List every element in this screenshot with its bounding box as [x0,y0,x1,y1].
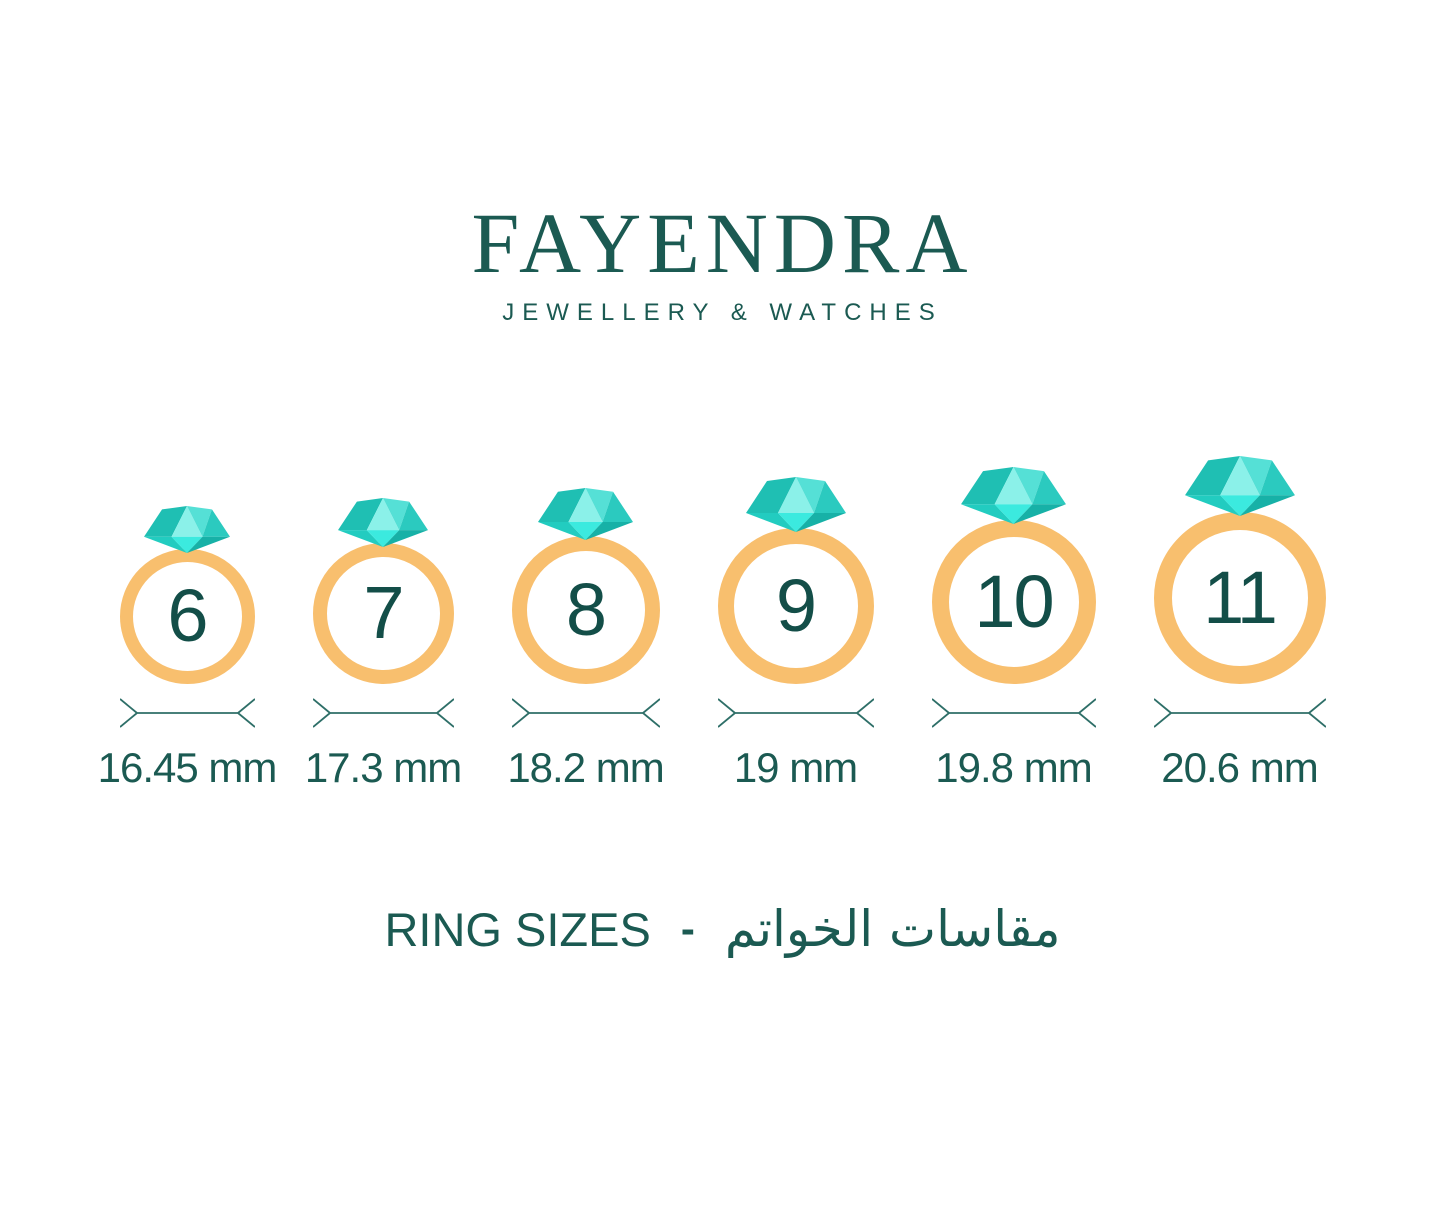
diameter-measure-line [511,698,660,728]
diameter-label: 19.8 mm [935,743,1092,791]
rings-row: 6 16.45 mm 7 17.3 mm [0,455,1445,792]
diameter-measure-line [119,698,255,728]
ring-size-number: 10 [974,559,1054,643]
brand-tagline: JEWELLERY & WATCHES [502,299,943,326]
ring-band: 7 [312,542,454,684]
footer-title-en: RING SIZES [384,902,651,956]
ring-size-number: 9 [775,563,817,647]
diameter-label: 19 mm [733,743,858,791]
diameter-label: 16.45 mm [97,743,278,791]
ring-band: 8 [511,535,660,684]
ring-column: 8 18.2 mm [507,487,665,792]
diamond-icon [745,476,846,532]
ring-size-number: 6 [167,574,208,658]
ring-size-number: 8 [565,567,607,651]
diameter-measure-line [312,698,454,728]
ring-band: 10 [931,519,1096,684]
ring-size-number: 7 [363,571,404,655]
diamond-icon [1184,455,1295,516]
ring-band: 9 [717,527,874,684]
ring-band: 6 [119,548,255,684]
diameter-label: 18.2 mm [507,743,664,791]
footer-separator-dash: - [680,905,695,953]
ring-column: 7 17.3 mm [305,497,462,792]
footer-title-ar: مقاسات الخواتم [724,900,1061,959]
diamond-icon [338,497,428,547]
ring-column: 11 20.6 mm [1153,455,1326,792]
footer-title: RING SIZES - مقاسات الخواتم [0,900,1445,958]
diameter-measure-line [931,698,1096,728]
brand-logo: FAYENDRA [471,195,974,291]
diameter-measure-line [1153,698,1326,728]
ring-column: 9 19 mm [717,476,874,792]
ring-size-number: 11 [1203,555,1278,639]
ring-band: 11 [1153,511,1326,684]
diamond-icon [538,487,633,540]
diameter-measure-line [717,698,874,728]
diameter-label: 20.6 mm [1161,743,1318,791]
diamond-icon [144,505,230,553]
ring-column: 10 19.8 mm [931,466,1096,792]
diameter-label: 17.3 mm [304,743,462,791]
ring-column: 6 16.45 mm [98,505,277,792]
brand-header: FAYENDRA JEWELLERY & WATCHES [0,0,1445,328]
diamond-icon [961,466,1066,524]
